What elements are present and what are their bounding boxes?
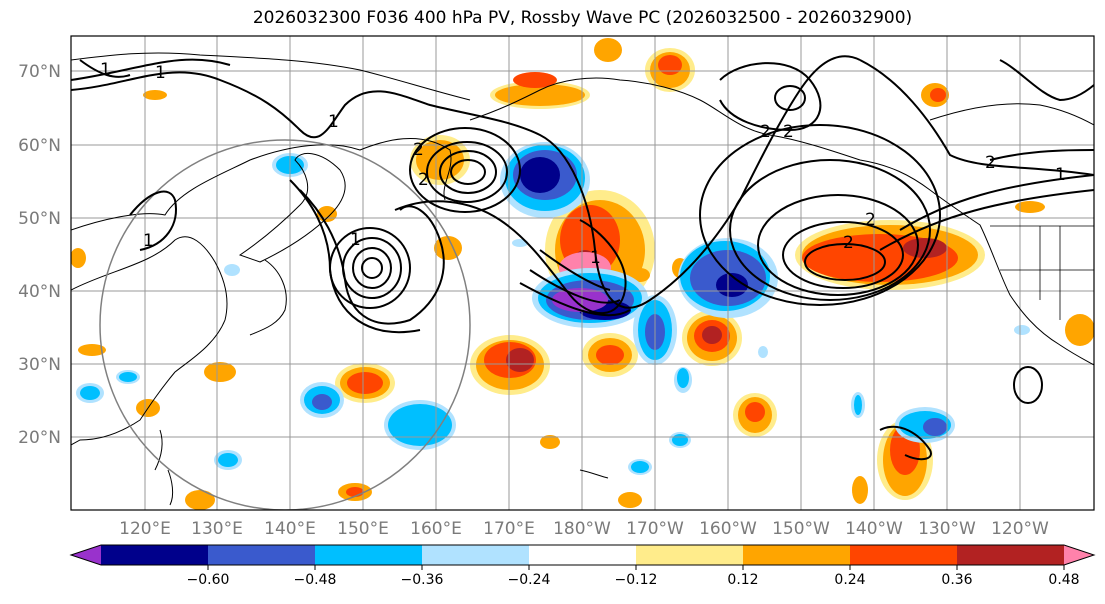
colorbar-tick-label: 0.36 <box>941 572 972 588</box>
lon-label: 150°W <box>772 519 830 539</box>
pv-contours <box>71 55 1094 461</box>
contour-label: 1 <box>100 60 111 80</box>
lon-label: 170°W <box>626 519 684 539</box>
lon-label: 140°E <box>264 519 316 539</box>
colorbar-cell <box>71 545 101 565</box>
contour-label: 1 <box>590 248 601 268</box>
coastlines <box>71 52 1094 506</box>
colorbar-tick-label: −0.24 <box>508 572 551 588</box>
lat-label: 60°N <box>18 136 61 156</box>
colorbar-tick-label: 0.12 <box>727 572 758 588</box>
contour-label: 1 <box>1055 165 1066 185</box>
contour-label: 2 <box>418 170 429 190</box>
lon-label: 150°E <box>337 519 389 539</box>
colorbar-cell <box>636 545 744 565</box>
colorbar-outline <box>69 544 1096 566</box>
colorbar-cell <box>1064 545 1094 565</box>
colorbar-cell <box>743 545 851 565</box>
colorbar-cell <box>315 545 423 565</box>
colorbar-tick-label: −0.12 <box>615 572 658 588</box>
contour-label: 1 <box>350 230 361 250</box>
borders <box>990 225 1094 320</box>
colorbar-tick-label: −0.36 <box>401 572 444 588</box>
colorbar-cell <box>208 545 316 565</box>
lon-label: 180°W <box>553 519 611 539</box>
contour-label: 2 <box>865 210 876 230</box>
map-title: 2026032300 F036 400 hPa PV, Rossby Wave … <box>252 8 913 28</box>
colorbar: −0.60 −0.48 −0.36 −0.24 −0.12 0.12 0.24 0.36 0.4… <box>69 544 1096 588</box>
contour-label: 2 <box>413 140 424 160</box>
latitude-labels: 70°N 60°N 50°N 40°N 30°N 20°N <box>18 62 61 448</box>
colorbar-cell <box>101 545 209 565</box>
range-circle <box>99 139 471 510</box>
lon-label: 160°W <box>699 519 757 539</box>
lon-label: 130°W <box>918 519 976 539</box>
lon-label: 130°E <box>191 519 243 539</box>
colorbar-cell <box>957 545 1065 565</box>
lon-label: 120°W <box>991 519 1049 539</box>
lat-label: 70°N <box>18 62 61 82</box>
colorbar-tick-label: 0.48 <box>1048 572 1079 588</box>
plot-frame <box>70 35 1095 511</box>
contour-label: 2 <box>843 233 854 253</box>
colorbar-tick-label: 0.24 <box>834 572 865 588</box>
lon-label: 120°E <box>119 519 171 539</box>
colorbar-tick-label: −0.48 <box>294 572 337 588</box>
lat-label: 50°N <box>18 209 61 229</box>
contour-label: 1 <box>155 63 166 83</box>
colorbar-cell <box>529 545 637 565</box>
lon-label: 160°E <box>410 519 462 539</box>
contour-label: 2 <box>760 122 771 142</box>
colorbar-cell <box>422 545 530 565</box>
longitude-labels: 120°E 130°E 140°E 150°E 160°E 170°E 180°… <box>119 519 1049 539</box>
lon-label: 170°E <box>483 519 535 539</box>
colorbar-tick-label: −0.60 <box>187 572 230 588</box>
contour-label: 1 <box>143 231 154 251</box>
lat-label: 20°N <box>18 428 61 448</box>
colorbar-cell <box>850 545 958 565</box>
lon-label: 140°W <box>845 519 903 539</box>
contour-label: 1 <box>328 112 339 132</box>
lat-label: 40°N <box>18 282 61 302</box>
contour-labels: 1 1 1 1 1 2 2 2 2 2 2 1 2 1 <box>100 60 1066 268</box>
contour-label: 2 <box>985 153 996 173</box>
contour-label: 2 <box>783 122 794 142</box>
lat-label: 30°N <box>18 355 61 375</box>
